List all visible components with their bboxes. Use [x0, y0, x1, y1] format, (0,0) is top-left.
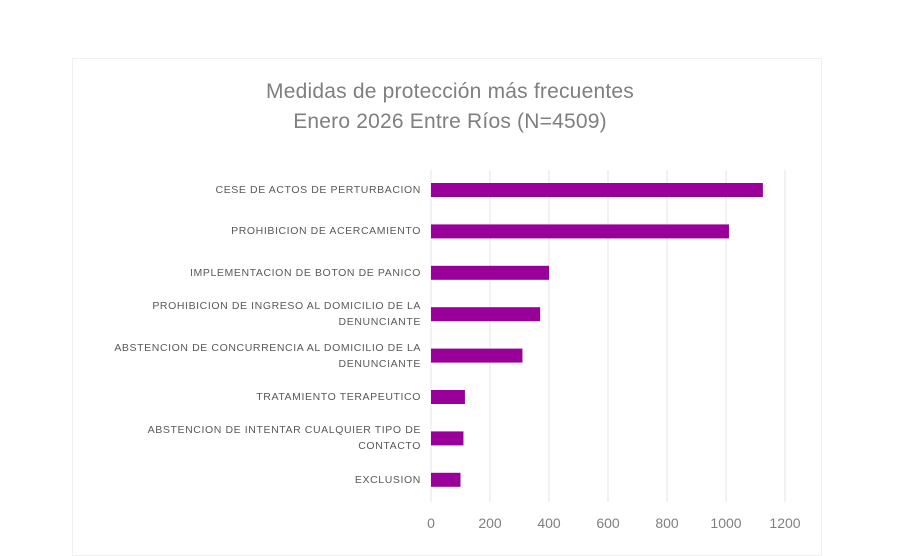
chart-title-line-2: Enero 2026 Entre Ríos (N=4509): [293, 110, 607, 133]
bar-0: [431, 183, 763, 197]
category-label-7: EXCLUSION: [354, 473, 421, 486]
x-tick-label-3: 600: [596, 515, 620, 531]
category-label-6: ABSTENCION DE INTENTAR CUALQUIER TIPO DE…: [147, 424, 421, 453]
x-tick-label-4: 800: [655, 515, 679, 531]
category-label-3: PROHIBICION DE INGRESO AL DOMICILIO DE L…: [152, 300, 421, 329]
category-label-1: PROHIBICION DE ACERCAMIENTO: [231, 225, 421, 238]
category-label-2: IMPLEMENTACION DE BOTON DE PANICO: [190, 266, 421, 279]
category-label-5: TRATAMIENTO TERAPEUTICO: [256, 391, 421, 403]
bar-5: [431, 390, 465, 404]
chart-title-line-1: Medidas de protección más frecuentes: [266, 80, 634, 103]
bar-4: [431, 348, 523, 363]
bar-6: [431, 431, 464, 446]
category-label-4: ABSTENCION DE CONCURRENCIA AL DOMICILIO …: [114, 341, 421, 370]
bar-1: [431, 224, 729, 239]
x-tick-label-2: 400: [537, 515, 561, 531]
bar-2: [431, 265, 549, 280]
x-tick-label-6: 1200: [769, 515, 801, 531]
category-label-0: CESE DE ACTOS DE PERTURBACION: [215, 184, 421, 196]
x-tick-label-5: 1000: [710, 515, 742, 531]
bar-3: [431, 307, 541, 322]
bar-7: [431, 472, 461, 487]
x-tick-label-0: 0: [427, 515, 435, 531]
x-tick-label-1: 200: [478, 515, 502, 531]
